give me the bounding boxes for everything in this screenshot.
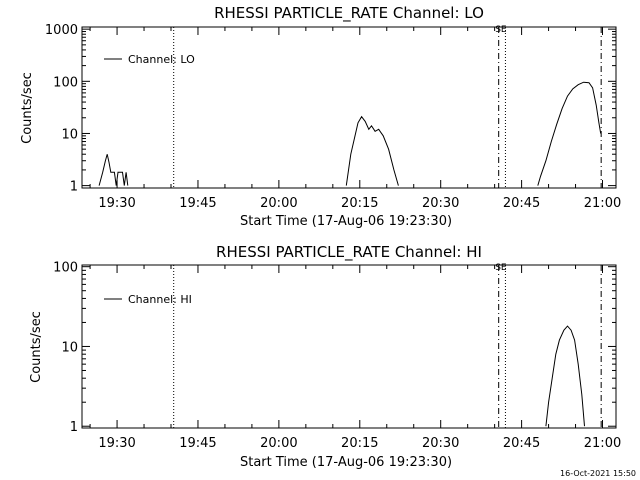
y-tick-label: 1 <box>70 420 78 435</box>
y-tick-label: 100 <box>53 75 78 90</box>
series-line-segment <box>98 154 129 186</box>
x-tick-label: 20:45 <box>503 436 540 451</box>
panel-lo-legend: Channel: LO <box>104 53 195 66</box>
panel-hi-axes-frame <box>81 264 617 429</box>
panel-lo-xlabel: Start Time (17-Aug-06 19:23:30) <box>240 214 452 229</box>
panel-hi-legend: Channel: HI <box>104 293 192 306</box>
panel-lo-x-ticks: 19:30 19:45 20:00 20:15 20:30 20:45 21:00 <box>89 27 621 211</box>
x-tick-label: 20:45 <box>503 196 540 211</box>
y-tick-label: 1000 <box>45 23 78 38</box>
panel-hi-ylabel: Counts/sec <box>29 311 44 383</box>
legend-label-lo: Channel: LO <box>128 53 195 66</box>
panel-lo-title: RHESSI PARTICLE_RATE Channel: LO <box>214 4 484 23</box>
panel-hi-event-markers: SE <box>173 263 602 428</box>
x-tick-label: 19:30 <box>98 436 135 451</box>
panel-lo-y-ticks: 1 10 100 1000 <box>45 23 616 195</box>
marker-label: SE <box>495 263 507 273</box>
y-tick-label: 100 <box>53 261 78 276</box>
panel-lo-axes-frame <box>81 26 617 189</box>
panel-hi-series <box>545 325 585 427</box>
series-line-segment <box>537 81 602 186</box>
panel-hi-y-ticks: 1 10 100 <box>53 261 616 435</box>
panel-lo-event-markers: SE <box>173 25 602 188</box>
panel-lo-series <box>98 81 602 186</box>
panel-lo: RHESSI PARTICLE_RATE Channel: LO Counts/… <box>20 4 621 229</box>
y-tick-label: 1 <box>70 180 78 195</box>
x-tick-label: 20:00 <box>260 436 297 451</box>
x-tick-label: 19:30 <box>98 196 135 211</box>
series-line-segment <box>545 325 585 427</box>
plot-timestamp: 16-Oct-2021 15:50 <box>560 469 636 478</box>
x-tick-label: 19:45 <box>179 436 216 451</box>
y-tick-label: 10 <box>61 340 78 355</box>
panel-hi-x-ticks: 19:30 19:45 20:00 20:15 20:30 20:45 21:00 <box>89 265 621 451</box>
marker-label: SE <box>495 25 507 35</box>
panel-hi-xlabel: Start Time (17-Aug-06 19:23:30) <box>240 455 452 470</box>
x-tick-label: 21:00 <box>584 196 621 211</box>
panel-hi: RHESSI PARTICLE_RATE Channel: HI Counts/… <box>29 243 621 470</box>
x-tick-label: 20:15 <box>341 436 378 451</box>
legend-label-hi: Channel: HI <box>128 293 192 306</box>
series-line-segment <box>345 115 399 186</box>
x-tick-label: 20:00 <box>260 196 297 211</box>
x-tick-label: 20:30 <box>422 196 459 211</box>
x-tick-label: 21:00 <box>584 436 621 451</box>
panel-hi-title: RHESSI PARTICLE_RATE Channel: HI <box>216 243 482 262</box>
x-tick-label: 20:30 <box>422 436 459 451</box>
y-tick-label: 10 <box>61 127 78 142</box>
x-tick-label: 20:15 <box>341 196 378 211</box>
x-tick-label: 19:45 <box>179 196 216 211</box>
panel-lo-ylabel: Counts/sec <box>20 72 35 144</box>
